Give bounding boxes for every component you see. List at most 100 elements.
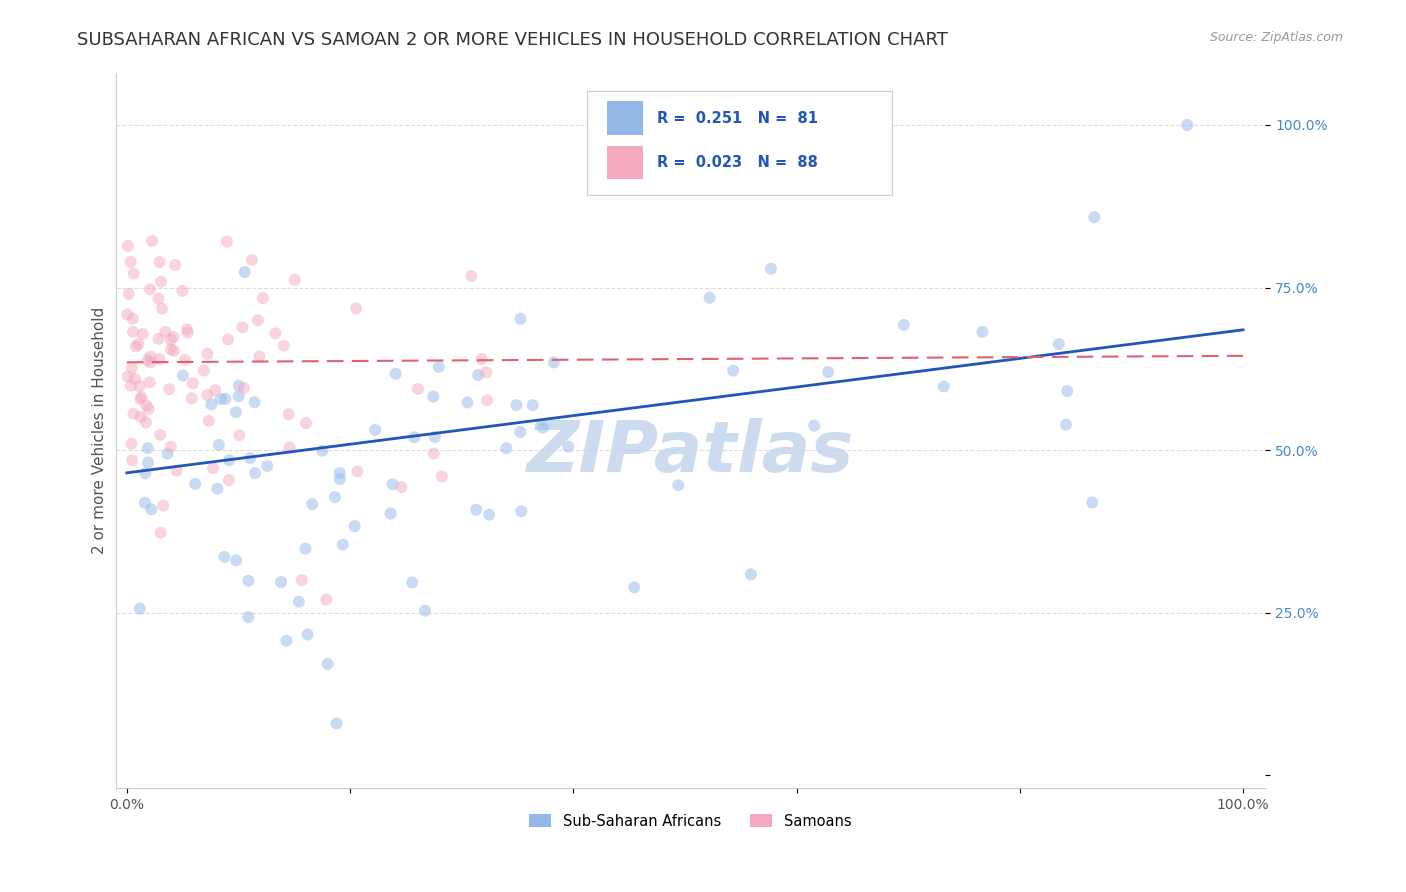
Point (380, 507, 402, 521)
Point (120, 379, 142, 393)
Point (423, 430, 446, 444)
Point (238, 610, 260, 624)
Point (125, 339, 148, 353)
Point (264, 326, 287, 341)
Point (195, 347, 218, 361)
Point (509, 311, 531, 326)
FancyBboxPatch shape (606, 145, 644, 179)
Point (1081, 495, 1104, 509)
Point (218, 473, 240, 487)
Point (121, 436, 143, 450)
Point (202, 461, 225, 475)
Point (510, 504, 533, 518)
Point (311, 443, 333, 458)
Point (325, 716, 347, 731)
Point (160, 343, 183, 357)
Point (149, 427, 172, 442)
FancyBboxPatch shape (606, 101, 644, 135)
Point (228, 378, 250, 392)
Point (231, 320, 253, 334)
Point (522, 398, 544, 412)
Text: Source: ZipAtlas.com: Source: ZipAtlas.com (1209, 31, 1343, 45)
Point (531, 421, 554, 435)
Point (294, 541, 316, 556)
Point (247, 350, 270, 364)
Point (139, 350, 162, 364)
Point (509, 425, 531, 439)
Point (1083, 210, 1105, 224)
Point (323, 490, 346, 504)
Point (129, 392, 152, 406)
Point (423, 446, 446, 460)
Point (132, 327, 155, 342)
Point (122, 325, 145, 339)
Point (122, 267, 145, 281)
Legend: Sub-Saharan Africans, Samoans: Sub-Saharan Africans, Samoans (523, 808, 858, 835)
Point (159, 440, 181, 454)
Point (243, 395, 266, 409)
Point (465, 502, 488, 516)
Point (972, 325, 994, 339)
FancyBboxPatch shape (588, 91, 891, 194)
Point (329, 466, 352, 480)
Point (430, 469, 453, 483)
Point (165, 258, 187, 272)
Point (557, 440, 579, 454)
Point (148, 332, 170, 346)
Point (148, 351, 170, 366)
Point (344, 301, 367, 316)
Point (117, 307, 139, 321)
Text: SUBSAHARAN AFRICAN VS SAMOAN 2 OR MORE VEHICLES IN HOUSEHOLD CORRELATION CHART: SUBSAHARAN AFRICAN VS SAMOAN 2 OR MORE V… (77, 31, 948, 49)
Point (131, 390, 153, 404)
Point (478, 508, 501, 522)
Point (118, 287, 141, 301)
Point (172, 284, 194, 298)
Point (228, 389, 250, 403)
Point (721, 364, 744, 378)
Point (893, 318, 915, 332)
Point (149, 525, 172, 540)
Text: R =  0.023   N =  88: R = 0.023 N = 88 (657, 155, 818, 170)
Point (176, 322, 198, 336)
Point (155, 325, 177, 339)
Point (422, 390, 444, 404)
Point (184, 476, 207, 491)
Y-axis label: 2 or more Vehicles in Household: 2 or more Vehicles in Household (93, 307, 107, 554)
Point (135, 416, 157, 430)
Point (817, 365, 839, 379)
Point (238, 574, 260, 588)
Point (124, 372, 146, 386)
Point (177, 326, 200, 340)
Point (284, 273, 307, 287)
Point (214, 549, 236, 564)
Point (121, 360, 143, 375)
Point (543, 355, 565, 369)
Point (174, 353, 197, 368)
Point (404, 430, 426, 444)
Point (215, 235, 238, 249)
Point (270, 574, 292, 589)
Text: ZIPatlas: ZIPatlas (527, 417, 855, 486)
Point (277, 407, 299, 421)
Point (243, 466, 266, 480)
Point (1047, 337, 1070, 351)
Point (128, 601, 150, 615)
Point (256, 458, 278, 473)
Point (141, 234, 163, 248)
Point (129, 409, 152, 424)
Point (136, 441, 159, 455)
Point (278, 441, 301, 455)
Point (401, 575, 423, 590)
Point (135, 399, 157, 413)
Point (195, 388, 218, 402)
Point (740, 567, 762, 582)
Point (332, 537, 354, 551)
Point (699, 291, 721, 305)
Point (475, 365, 498, 379)
Point (172, 368, 194, 383)
Point (121, 311, 143, 326)
Point (228, 428, 250, 442)
Point (391, 480, 413, 494)
Point (364, 423, 387, 437)
Point (666, 478, 689, 492)
